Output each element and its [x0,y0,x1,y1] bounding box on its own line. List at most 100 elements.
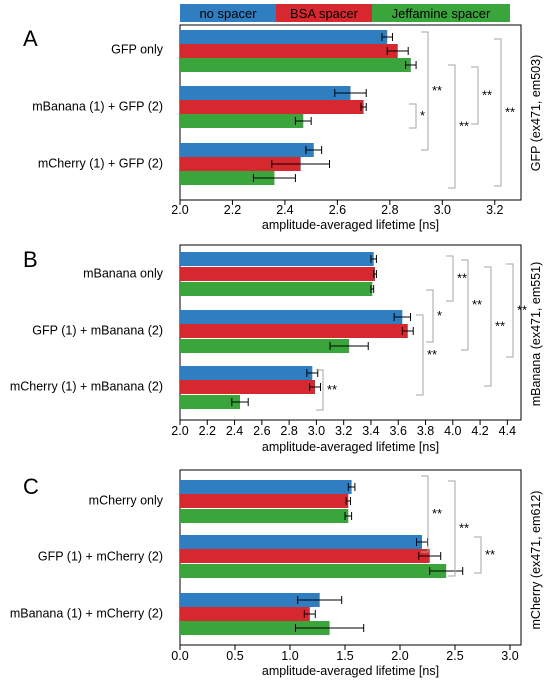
legend-label-0: no spacer [199,6,257,21]
significance-label: ** [327,382,337,397]
x-tick-label-6: 3.2 [486,203,503,217]
bar-1-2 [180,339,350,353]
significance-label: ** [517,303,527,318]
error-bar-0-1 [373,270,377,278]
x-tick-label-10: 4.0 [444,424,461,438]
error-bar-1-0 [393,313,412,321]
significance-label: ** [457,271,467,286]
error-bar-0-1 [386,47,409,55]
category-label-2: mBanana (1) + mCherry (2) [10,606,163,620]
bar-0-1 [180,44,398,58]
x-tick-label-0: 2.0 [171,203,188,217]
significance-label: ** [459,521,469,536]
bar-1-2 [180,114,304,128]
x-tick-label-5: 2.5 [446,649,463,663]
bar-0-2 [180,282,373,296]
x-tick-label-5: 3.0 [308,424,325,438]
x-tick-label-7: 3.4 [362,424,379,438]
bar-0-1 [180,494,349,508]
panel-letter: A [23,26,38,51]
x-axis-title: amplitude-averaged lifetime [ns] [262,440,439,454]
significance-label: * [420,108,425,123]
bar-2-2 [180,395,241,409]
category-label-1: GFP (1) + mBanana (2) [32,323,163,337]
x-tick-label-4: 2.8 [381,203,398,217]
significance-label: ** [485,547,495,562]
panel-letter: B [23,247,38,272]
significance-bracket-6: ** [506,263,527,358]
error-bar-0-0 [381,33,393,41]
significance-bracket-5: ** [484,266,505,387]
error-bar-2-0 [297,596,343,604]
bar-0-0 [180,30,388,44]
x-tick-label-4: 2.8 [280,424,297,438]
x-tick-label-6: 3.0 [501,649,518,663]
x-tick-label-5: 3.0 [434,203,451,217]
x-tick-label-6: 3.2 [335,424,352,438]
x-axis-title: amplitude-averaged lifetime [ns] [262,664,439,678]
bar-0-0 [180,252,374,266]
panel-letter: C [23,474,39,499]
category-label-2: mCherry (1) + mBanana (2) [10,379,163,393]
significance-label: * [437,308,442,323]
significance-bracket-0: ** [421,475,442,553]
x-tick-label-1: 2.2 [224,203,241,217]
significance-bracket-0: * [409,103,425,129]
category-label-2: mCherry (1) + GFP (2) [38,156,163,170]
x-tick-label-12: 4.4 [499,424,516,438]
error-bar-1-2 [329,342,369,350]
error-bar-0-1 [345,497,351,505]
error-bar-2-2 [295,624,365,632]
bar-2-1 [180,380,316,394]
significance-label: ** [427,347,437,362]
bar-2-1 [180,157,301,171]
x-tick-label-8: 3.6 [390,424,407,438]
bar-1-1 [180,100,364,114]
significance-label: ** [495,319,505,334]
significance-bracket-1: ** [421,31,442,151]
bar-2-2 [180,171,275,185]
bar-2-0 [180,366,313,380]
bar-2-0 [180,143,314,157]
x-tick-label-9: 3.8 [417,424,434,438]
x-tick-label-1: 0.5 [226,649,243,663]
legend-label-2: Jeffamine spacer [392,6,491,21]
bar-2-2 [180,621,330,635]
significance-label: ** [482,88,492,103]
side-axis-label: GFP (ex471, em503) [529,55,543,172]
x-tick-label-2: 2.4 [226,424,243,438]
bar-1-2 [180,564,447,578]
error-bar-2-1 [271,160,331,168]
x-axis-title: amplitude-averaged lifetime [ns] [262,218,439,232]
error-bar-0-2 [405,61,417,69]
x-tick-label-2: 1.0 [281,649,298,663]
significance-bracket-3: ** [471,66,492,125]
category-label-0: mBanana only [83,266,164,280]
side-axis-label: mCherry (ex471, em612) [529,491,543,630]
significance-bracket-1: ** [448,480,469,577]
panel-A: A GFP only mBanana (1) + GFP (2) mCherry (1… [23,24,543,232]
significance-label: ** [505,105,515,120]
category-label-1: GFP (1) + mCherry (2) [38,549,163,563]
bar-0-1 [180,267,376,281]
error-bar-2-0 [305,146,323,154]
bar-2-1 [180,607,310,621]
legend-label-1: BSA spacer [290,6,359,21]
error-bar-1-1 [401,327,414,335]
x-tick-label-3: 2.6 [253,424,270,438]
legend-swatch-1 [276,4,372,22]
x-tick-label-4: 2.0 [391,649,408,663]
error-bar-1-2 [294,117,312,125]
significance-label: ** [459,119,469,134]
x-tick-label-0: 2.0 [171,424,188,438]
category-label-0: mCherry only [89,493,164,507]
error-bar-1-1 [360,103,367,111]
x-tick-label-3: 2.6 [329,203,346,217]
bar-0-2 [180,509,349,523]
bar-0-2 [180,58,411,72]
x-tick-label-0: 0.0 [171,649,188,663]
error-bar-2-2 [231,398,249,406]
bar-1-0 [180,86,351,100]
